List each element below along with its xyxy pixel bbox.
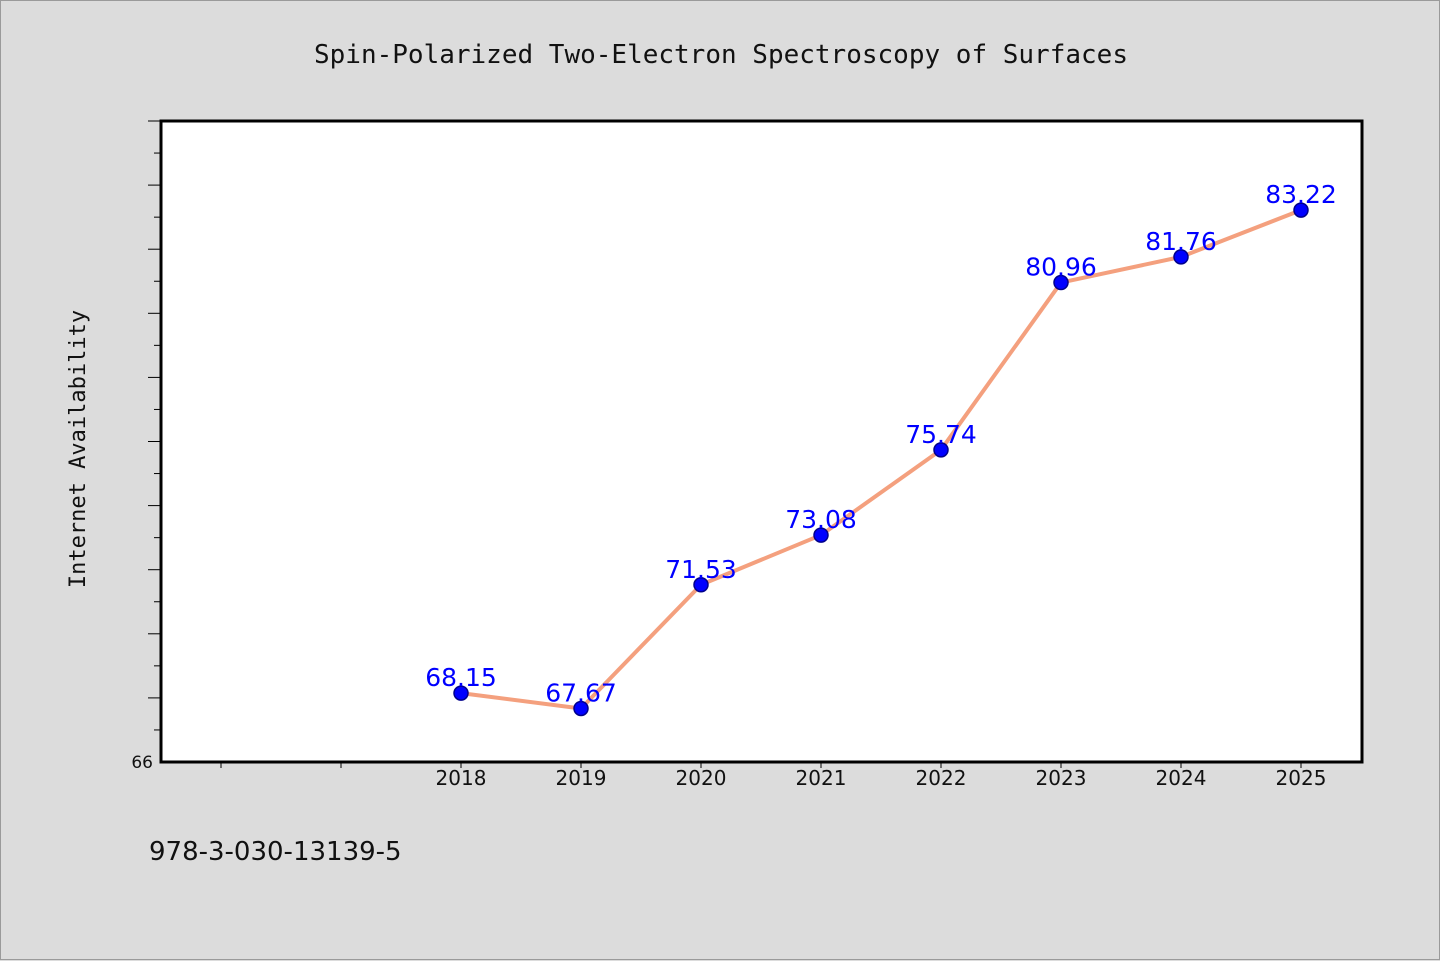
data-point — [573, 700, 589, 717]
x-tick-label: 2020 — [676, 766, 727, 790]
data-label: 73.08 — [785, 505, 857, 534]
data-point — [933, 442, 949, 458]
x-tick-label: 2021 — [796, 766, 847, 790]
data-label: 75.74 — [905, 420, 977, 449]
data-point — [1293, 202, 1309, 218]
data-labels: 68.15 67.67 71.53 73.08 75.74 80.96 81.76 83.22 — [425, 180, 1337, 707]
data-point — [453, 685, 469, 701]
data-point — [693, 577, 709, 593]
chart-title: Spin-Polarized Two-Electron Spectroscopy… — [314, 40, 1128, 70]
y-axis-ticks: 66 — [131, 120, 161, 773]
data-markers — [453, 202, 1309, 717]
x-tick-label: 2022 — [916, 766, 967, 790]
data-label: 83.22 — [1265, 180, 1337, 209]
y-axis-label: Internet Availability — [66, 310, 91, 588]
data-label: 71.53 — [665, 555, 737, 584]
x-tick-label: 2018 — [436, 766, 487, 790]
data-label: 80.96 — [1025, 253, 1097, 282]
plot-area — [159, 119, 1364, 764]
x-axis-ticks: 2018 2019 2020 2021 2022 2023 2024 2025 — [220, 762, 1327, 790]
x-tick-label: 2019 — [556, 766, 607, 790]
x-tick-label: 2025 — [1276, 766, 1327, 790]
data-label: 67.67 — [545, 678, 617, 707]
data-point — [1173, 249, 1189, 265]
data-point — [1053, 274, 1069, 291]
y-tick-label: 66 — [131, 753, 153, 773]
data-point — [813, 527, 829, 543]
data-label: 68.15 — [425, 663, 497, 692]
isbn-code: 978-3-030-13139-5 — [149, 837, 402, 867]
x-tick-label: 2023 — [1036, 766, 1087, 790]
series-line — [460, 208, 1302, 711]
x-tick-label: 2024 — [1156, 766, 1207, 790]
data-label: 81.76 — [1145, 227, 1217, 256]
